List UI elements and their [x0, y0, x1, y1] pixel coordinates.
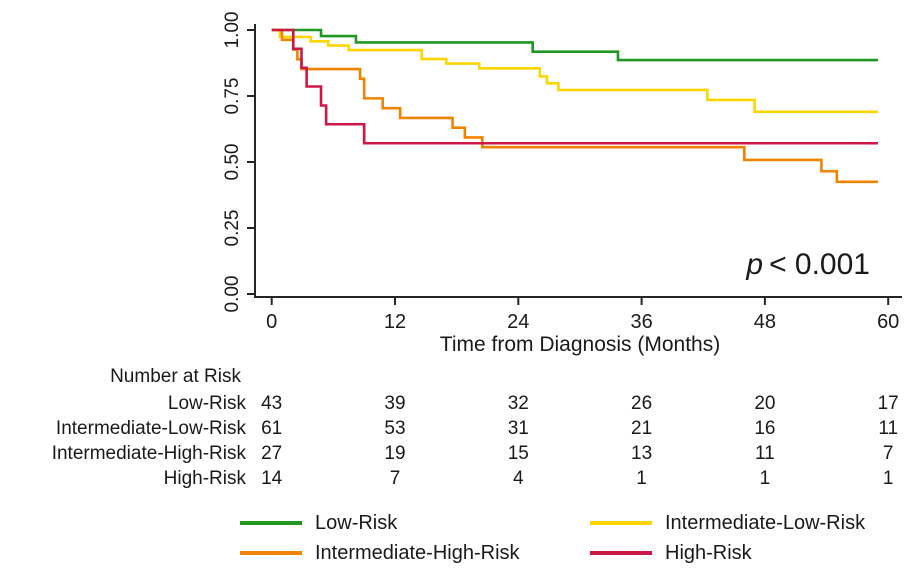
legend-item-intermediate-low-risk: Intermediate-Low-Risk [590, 511, 865, 535]
risk-count: 11 [755, 443, 775, 464]
risk-count: 43 [261, 393, 283, 414]
legend-label-low-risk: Low-Risk [315, 511, 398, 534]
risk-count: 26 [631, 393, 653, 414]
risk-row-label-intermediate-high-risk: Intermediate-High-Risk [51, 443, 246, 464]
legend-swatch-intermediate-low-risk [590, 521, 652, 525]
y-tick-label: 0.50 [222, 144, 243, 181]
legend-item-low-risk: Low-Risk [240, 511, 397, 535]
risk-count: 1 [636, 468, 647, 489]
risk-count: 17 [877, 393, 899, 414]
risk-count: 61 [261, 418, 283, 439]
x-axis-title: Time from Diagnosis (Months) [439, 333, 721, 356]
risk-count: 19 [384, 443, 406, 464]
risk-count: 7 [882, 443, 894, 464]
legend-label-intermediate-high-risk: Intermediate-High-Risk [315, 541, 520, 564]
risk-count: 20 [754, 393, 776, 414]
y-tick-label: 0.75 [222, 78, 243, 115]
legend-swatch-intermediate-high-risk [240, 551, 302, 555]
y-tick-label: 0.00 [222, 276, 243, 313]
y-tick-label: 1.00 [222, 12, 243, 49]
risk-count: 16 [754, 418, 776, 439]
risk-count: 32 [507, 393, 529, 414]
risk-count: 31 [507, 418, 529, 439]
risk-count: 27 [261, 443, 283, 464]
curve-low-risk [271, 28, 878, 62]
risk-count: 1 [759, 468, 771, 489]
x-tick-label: 0 [266, 311, 277, 333]
x-tick-label: 60 [877, 311, 899, 333]
x-tick-label: 12 [384, 311, 406, 333]
risk-count: 7 [389, 468, 401, 489]
risk-count: 21 [631, 418, 653, 439]
legend-label-intermediate-low-risk: Intermediate-Low-Risk [665, 511, 866, 534]
curve-intermediate-low-risk [271, 28, 878, 114]
risk-count: 15 [507, 443, 529, 464]
risk-count: 39 [384, 393, 406, 414]
risk-row-label-low-risk: Low-Risk [167, 393, 246, 414]
risk-row-label-high-risk: High-Risk [163, 468, 246, 489]
legend-swatch-high-risk [590, 551, 652, 555]
risk-table-header: Number at Risk [110, 366, 241, 387]
y-tick-label: 0.25 [222, 210, 243, 247]
legend-swatch-low-risk [240, 521, 302, 525]
risk-count: 11 [878, 418, 899, 439]
risk-count: 14 [261, 468, 283, 489]
risk-count: 4 [513, 468, 524, 489]
p-value-annotation: p < 0.001 [660, 248, 870, 282]
x-tick-label: 48 [754, 311, 776, 333]
risk-count: 53 [384, 418, 406, 439]
legend-item-intermediate-high-risk: Intermediate-High-Risk [240, 541, 520, 565]
risk-count: 13 [631, 443, 653, 464]
p-value-symbol: p [746, 248, 764, 281]
p-value-text: < 0.001 [769, 248, 870, 281]
x-tick-label: 36 [630, 311, 652, 333]
legend-item-high-risk: High-Risk [590, 541, 752, 565]
x-tick-label: 24 [507, 311, 529, 333]
risk-count: 1 [882, 468, 894, 489]
curve-high-risk [271, 28, 878, 145]
legend-label-high-risk: High-Risk [665, 541, 752, 564]
risk-row-label-intermediate-low-risk: Intermediate-Low-Risk [55, 418, 246, 439]
